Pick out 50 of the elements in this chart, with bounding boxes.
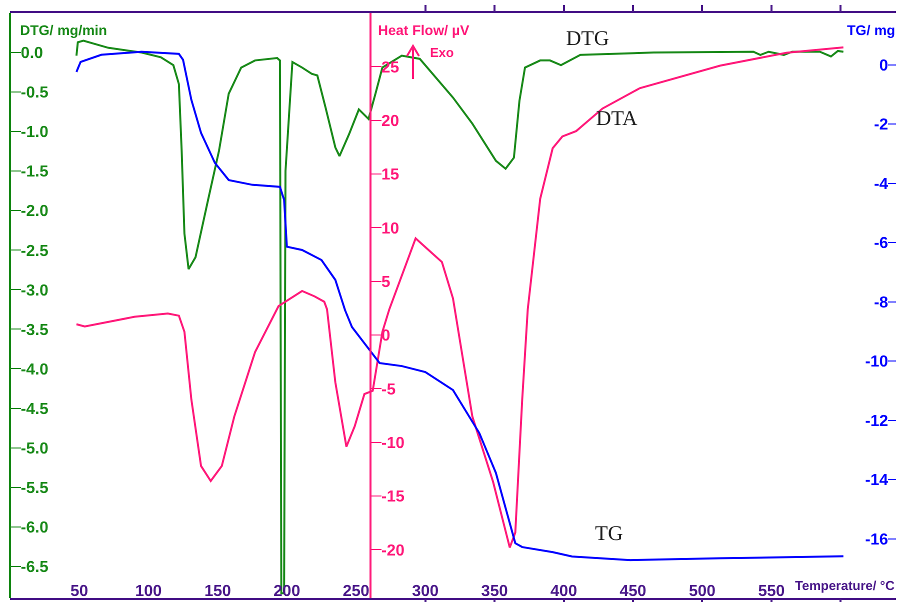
x-tick-label: 400 xyxy=(550,583,578,600)
y-tick-label: -1.5 xyxy=(20,164,48,181)
y2-tick-label: 5 xyxy=(381,274,390,291)
x-tick-label: 300 xyxy=(412,583,439,600)
y3-tick-label: -6 xyxy=(874,235,888,252)
y2-tick-label: -20 xyxy=(381,542,405,560)
x-tick-label: 50 xyxy=(70,583,88,600)
series-label: DTG xyxy=(566,26,610,50)
y-tick-label: -6.0 xyxy=(20,519,48,536)
y-tick-label: -6.5 xyxy=(20,558,48,576)
annotation: Exo xyxy=(430,45,454,60)
x-axis-title: Temperature/ °C xyxy=(795,578,896,593)
y-tick-label: -3.0 xyxy=(20,282,48,300)
y2-tick-label: -15 xyxy=(381,488,405,506)
y2-tick-label: -5 xyxy=(381,381,396,398)
y3-tick-label: -4 xyxy=(874,176,888,193)
y-tick-label: -4.5 xyxy=(20,400,48,418)
y-tick-label: -3.5 xyxy=(20,322,48,339)
y-tick-label: -1.0 xyxy=(20,124,48,142)
y-axis-title: DTG/ mg/min xyxy=(20,22,108,38)
y-tick-label: -5.5 xyxy=(20,480,48,497)
y2-tick-label: 20 xyxy=(381,112,400,130)
y2-tick-label: 15 xyxy=(381,166,400,184)
y3-axis-title: TG/ mg xyxy=(847,22,896,38)
x-tick-label: 500 xyxy=(688,583,716,600)
y-tick-label: -5.0 xyxy=(20,440,48,458)
x-tick-label: 200 xyxy=(274,583,300,600)
series-label: TG xyxy=(595,521,623,545)
y3-tick-label: -16 xyxy=(865,531,888,548)
x-tick-label: 450 xyxy=(620,583,646,600)
y-tick-label: -2.0 xyxy=(20,203,48,220)
y2-tick-label: -10 xyxy=(381,434,405,452)
y3-tick-label: -8 xyxy=(874,294,888,312)
y-tick-label: 0.0 xyxy=(20,45,44,62)
y2-tick-label: 10 xyxy=(381,220,400,238)
y2-axis-title: Heat Flow/ µV xyxy=(378,22,470,38)
y3-tick-label: -12 xyxy=(865,412,888,430)
x-tick-label: 100 xyxy=(135,583,162,600)
y3-tick-label: -10 xyxy=(865,354,888,371)
x-tick-label: 250 xyxy=(342,583,370,600)
x-tick-label: 150 xyxy=(204,583,232,600)
x-tick-label: 350 xyxy=(481,583,508,600)
y3-tick-label: -14 xyxy=(865,472,888,490)
y-tick-label: -2.5 xyxy=(20,242,48,260)
series-label: DTA xyxy=(596,106,638,130)
y-tick-label: -4.0 xyxy=(20,361,48,378)
y-tick-label: -0.5 xyxy=(20,84,48,102)
y3-tick-label: 0 xyxy=(879,57,888,74)
x-tick-label: 550 xyxy=(758,583,785,600)
y3-tick-label: -2 xyxy=(874,116,888,134)
